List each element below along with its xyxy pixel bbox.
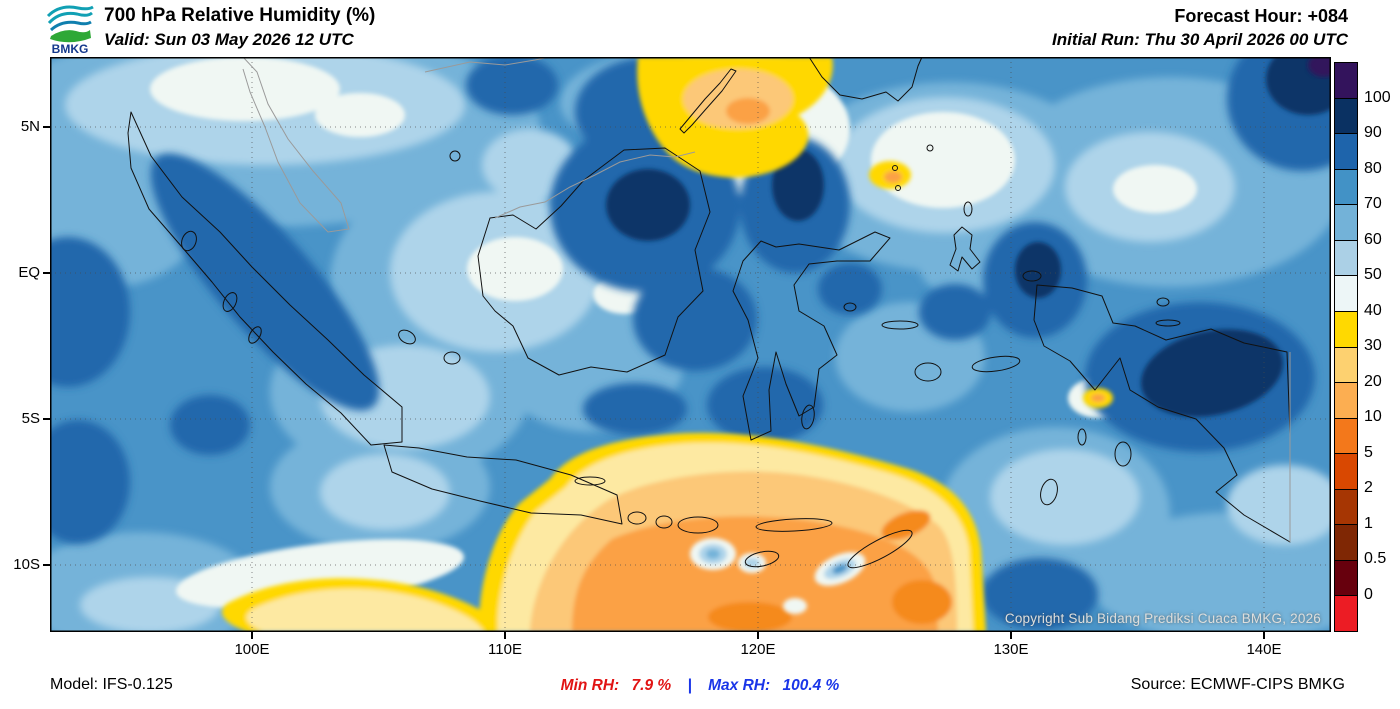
colorbar-segment bbox=[1335, 417, 1357, 454]
model-label: Model: IFS-0.125 bbox=[50, 676, 173, 693]
source-label: Source: ECMWF-CIPS BMKG bbox=[1130, 676, 1345, 693]
colorbar bbox=[1334, 62, 1358, 632]
rh-80-90-region bbox=[50, 57, 1331, 630]
colorbar-segment bbox=[1335, 239, 1357, 276]
map-area: Copyright Sub Bidang Prediksi Cuaca BMKG… bbox=[50, 57, 1331, 632]
x-tick-label: 130E bbox=[993, 641, 1029, 658]
colorbar-segment bbox=[1335, 97, 1357, 134]
bmkg-logo: BMKG bbox=[44, 1, 96, 56]
x-tick-label: 140E bbox=[1246, 641, 1282, 658]
y-tick-mark bbox=[43, 564, 50, 566]
max-rh: Max RH: 100.4 % bbox=[704, 677, 843, 694]
x-tick-mark bbox=[1010, 632, 1012, 639]
x-tick-mark bbox=[757, 632, 759, 639]
y-tick-label: 5S bbox=[21, 410, 40, 427]
min-rh-label: Min RH: bbox=[560, 677, 620, 694]
country-borders bbox=[242, 57, 1291, 542]
colorbar-segment bbox=[1335, 559, 1357, 596]
y-tick-label: 10S bbox=[13, 556, 40, 573]
colorbar-segment bbox=[1335, 275, 1357, 311]
colorbar-segment bbox=[1335, 63, 1357, 98]
colorbar-label: 2 bbox=[1364, 479, 1373, 496]
map-frame bbox=[50, 57, 1331, 632]
initial-run: Initial Run: Thu 30 April 2026 00 UTC bbox=[1052, 30, 1348, 49]
colorbar-segment bbox=[1335, 524, 1357, 560]
colorbar-label: 20 bbox=[1364, 372, 1382, 390]
colorbar-segment bbox=[1335, 204, 1357, 240]
minmax-line: Min RH: 7.9 % | Max RH: 100.4 % bbox=[553, 677, 848, 695]
x-tick-mark bbox=[1263, 632, 1265, 639]
min-rh-value: 7.9 % bbox=[631, 677, 672, 694]
x-tick-mark bbox=[251, 632, 253, 639]
colorbar-label: 40 bbox=[1364, 301, 1382, 319]
y-tick-mark bbox=[43, 418, 50, 420]
header-right: Forecast Hour: +084 Initial Run: Thu 30 … bbox=[1052, 4, 1348, 52]
dry-zone bbox=[222, 57, 1113, 632]
colorbar-segment bbox=[1335, 488, 1357, 525]
colorbar-segment bbox=[1335, 168, 1357, 205]
footer: Model: IFS-0.125 Min RH: 7.9 % | Max RH:… bbox=[0, 674, 1400, 704]
y-tick-label: EQ bbox=[18, 264, 40, 281]
colorbar-segment bbox=[1335, 310, 1357, 347]
colorbar-label: 100 bbox=[1364, 88, 1391, 106]
colorbar-label: 90 bbox=[1364, 124, 1382, 141]
x-tick-label: 110E bbox=[488, 641, 522, 658]
x-tick-mark bbox=[504, 632, 506, 639]
y-tick-mark bbox=[43, 272, 50, 274]
y-tick-label: 5N bbox=[20, 118, 40, 135]
colorbar-label: 10 bbox=[1364, 408, 1382, 425]
colorbar-segment bbox=[1335, 382, 1357, 418]
colorbar-label: 30 bbox=[1364, 337, 1382, 354]
colorbar-labels: 100 90 80 70 60 50 40 30 20 10 5 2 1 0.5 0 bbox=[1364, 62, 1400, 630]
colorbar-segment bbox=[1335, 346, 1357, 383]
min-rh: Min RH: 7.9 % bbox=[557, 677, 680, 694]
minmax-separator: | bbox=[687, 677, 692, 694]
colorbar-label: 0 bbox=[1364, 585, 1373, 603]
rh-above-100-spot bbox=[1308, 57, 1331, 77]
max-rh-value: 100.4 % bbox=[782, 677, 840, 694]
forecast-hour: Forecast Hour: +084 bbox=[1174, 6, 1348, 26]
x-tick-label: 100E bbox=[234, 641, 270, 658]
humidity-map bbox=[50, 57, 1331, 632]
colorbar-label: 80 bbox=[1364, 159, 1382, 177]
colorbar-label: 1 bbox=[1364, 514, 1373, 532]
page-title: 700 hPa Relative Humidity (%) bbox=[104, 5, 376, 26]
colorbar-segment bbox=[1335, 595, 1357, 631]
copyright-notice: Copyright Sub Bidang Prediksi Cuaca BMKG… bbox=[1004, 611, 1321, 626]
wet-spots-in-dry-zone bbox=[690, 538, 866, 614]
colorbar-label: 5 bbox=[1364, 443, 1373, 461]
colorbar-label: 50 bbox=[1364, 266, 1382, 283]
header: BMKG 700 hPa Relative Humidity (%) Valid… bbox=[0, 0, 1400, 56]
colorbar-segment bbox=[1335, 453, 1357, 489]
bmkg-logo-text: BMKG bbox=[52, 42, 89, 56]
colorbar-segment bbox=[1335, 133, 1357, 169]
y-tick-mark bbox=[43, 126, 50, 128]
x-tick-label: 120E bbox=[740, 641, 776, 658]
bmkg-logo-icon: BMKG bbox=[46, 2, 94, 56]
colorbar-label: 70 bbox=[1364, 195, 1382, 212]
colorbar-label: 0.5 bbox=[1364, 550, 1387, 567]
valid-time: Valid: Sun 03 May 2026 12 UTC bbox=[104, 30, 354, 49]
max-rh-label: Max RH: bbox=[708, 677, 771, 694]
header-left: 700 hPa Relative Humidity (%) Valid: Sun… bbox=[104, 4, 375, 52]
coastlines bbox=[127, 57, 1291, 569]
colorbar-label: 60 bbox=[1364, 230, 1382, 248]
rh-90-100-region bbox=[606, 57, 1331, 417]
